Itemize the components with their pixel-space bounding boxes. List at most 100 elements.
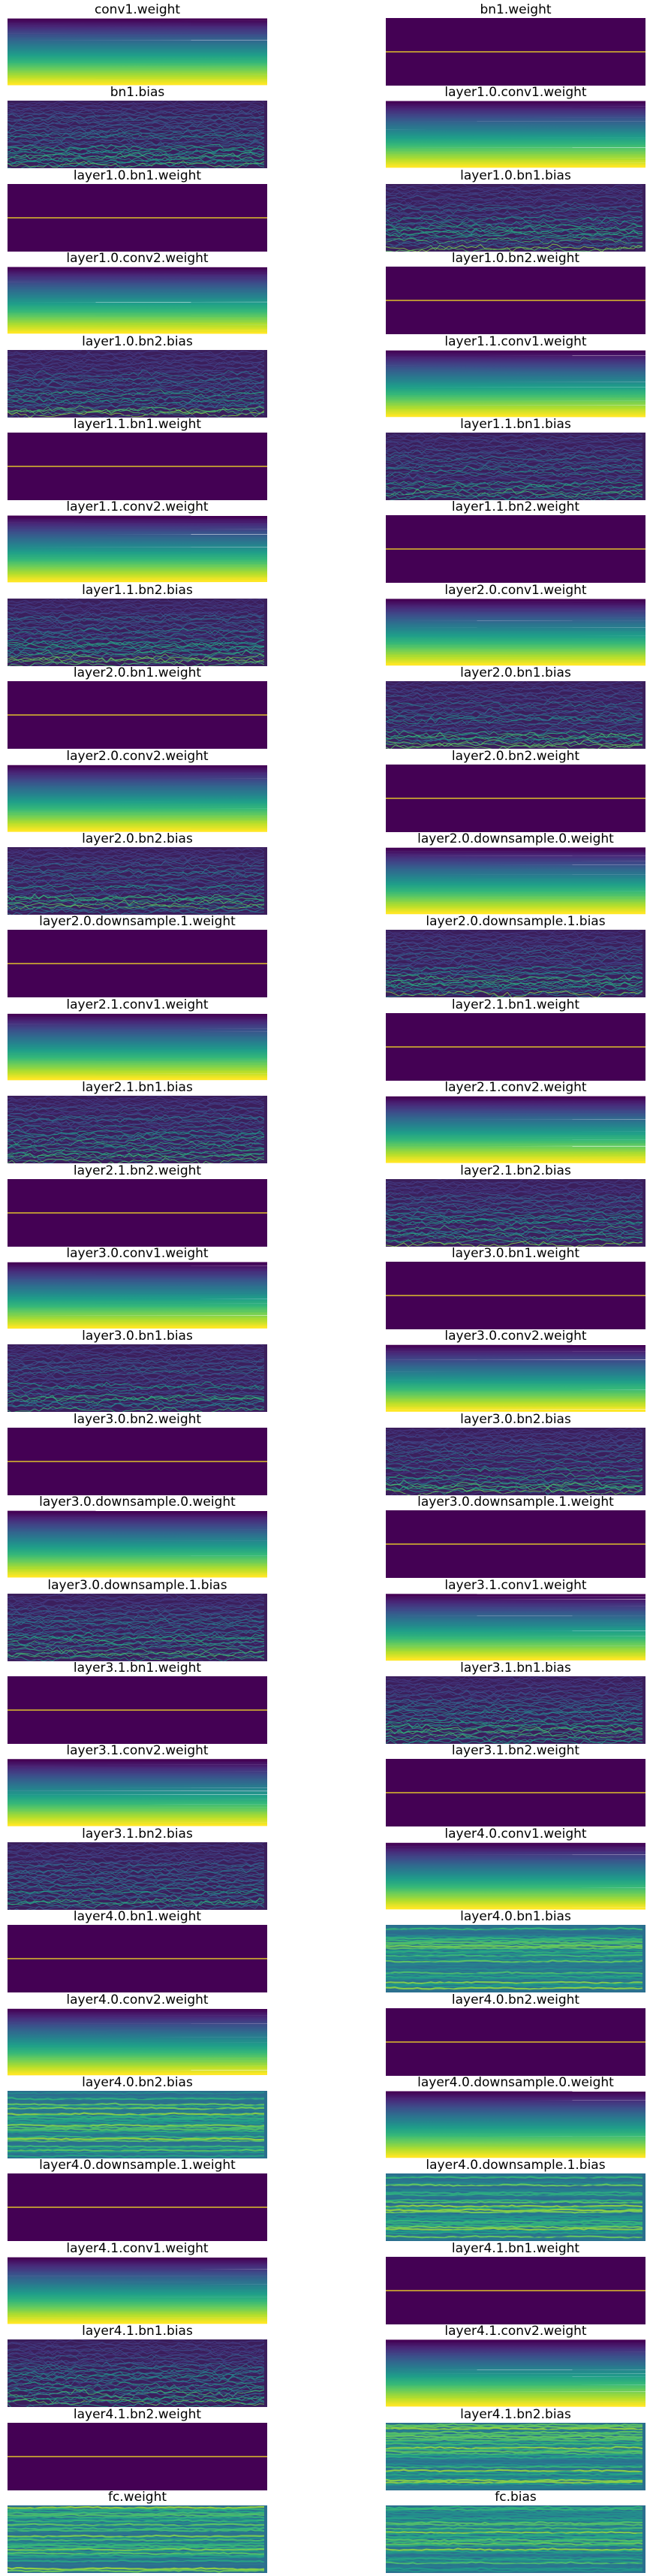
- series-line: [386, 717, 643, 728]
- series-line: [8, 1603, 265, 1611]
- subplot-plot: [8, 1676, 267, 1744]
- series-line: [8, 2146, 265, 2151]
- subplot-title: layer2.1.bn2.bias: [460, 1163, 571, 1178]
- series-line: [386, 443, 643, 451]
- series-line: [8, 1142, 265, 1151]
- subplot-plot: [8, 183, 267, 252]
- series-line: [386, 707, 643, 716]
- series-line: [8, 2149, 265, 2152]
- subplot-plot: [8, 1178, 267, 1247]
- series-line: [386, 2454, 643, 2457]
- subplot-plot: [386, 2505, 645, 2573]
- series-line: [386, 1947, 643, 1950]
- series-line: [8, 640, 265, 648]
- series-line: [390, 1488, 643, 1495]
- subplot-title: layer1.1.conv2.weight: [66, 499, 209, 515]
- series-line: [388, 493, 643, 500]
- series-line: [8, 1593, 263, 1600]
- subplot-title: layer1.1.conv1.weight: [444, 333, 587, 349]
- series-line: [386, 1450, 643, 1458]
- series-line: [8, 659, 265, 666]
- subplot-title: layer1.1.bn1.bias: [460, 417, 571, 432]
- series-line: [386, 463, 643, 473]
- series-line: [8, 107, 265, 116]
- series-line: [8, 649, 265, 659]
- subplot-title: fc.weight: [107, 2490, 167, 2505]
- series-line: [386, 240, 643, 250]
- series-line: [8, 1365, 265, 1375]
- series-line: [8, 1365, 265, 1375]
- series-line: [8, 598, 265, 606]
- subplot-panel: layer4.0.downsample.0.weight: [386, 2076, 645, 2158]
- subplot-title: layer2.0.bn1.weight: [73, 665, 202, 681]
- series-line: [386, 1220, 643, 1229]
- series-line: [386, 2195, 643, 2199]
- series-line: [386, 213, 643, 222]
- series-line: [8, 1096, 265, 1106]
- series-line: [8, 847, 265, 855]
- series-line: [8, 1644, 265, 1653]
- series-line: [386, 699, 643, 707]
- series-line: [8, 349, 265, 357]
- series-line: [8, 2345, 265, 2353]
- series-line: [386, 953, 643, 962]
- series-line: [386, 720, 643, 730]
- subplot-panel: layer4.1.bn1.weight: [386, 2242, 645, 2324]
- series-line: [8, 599, 265, 608]
- series-line: [8, 388, 265, 398]
- series-line: [386, 188, 643, 198]
- subplot-plot: [8, 267, 267, 334]
- series-line: [386, 225, 643, 234]
- subplot-plot: [8, 765, 267, 832]
- series-line: [8, 899, 265, 909]
- series-line: [386, 2436, 643, 2441]
- series-line: [8, 855, 265, 864]
- subplot-plot: [386, 2173, 645, 2242]
- series-line: [8, 1851, 265, 1860]
- series-line: [386, 192, 643, 200]
- series-line: [386, 1178, 643, 1186]
- series-line: [8, 1898, 265, 1909]
- series-line: [8, 867, 265, 876]
- subplot-plot: [386, 2256, 645, 2324]
- series-line: [8, 1900, 265, 1910]
- subplot-panel: layer3.1.bn2.bias: [8, 1827, 267, 1910]
- series-line: [386, 1963, 643, 1968]
- series-line: [8, 2513, 265, 2517]
- subplot-panel: conv1.weight: [8, 3, 267, 86]
- series-line: [386, 1458, 643, 1468]
- series-line: [386, 1200, 643, 1210]
- series-line: [8, 397, 265, 406]
- series-line: [386, 436, 643, 444]
- subplot-plot: [8, 1013, 267, 1081]
- series-line: [8, 391, 265, 400]
- subplot-panel: layer2.0.bn2.bias: [8, 832, 267, 915]
- series-line: [386, 2223, 643, 2228]
- series-line: [386, 1723, 643, 1732]
- series-line: [8, 2110, 265, 2114]
- series-line: [8, 2540, 265, 2544]
- series-line: [386, 2216, 643, 2221]
- subplot-panel: layer3.0.bn2.bias: [386, 1413, 645, 1495]
- series-line: [386, 488, 643, 498]
- series-line: [8, 367, 265, 377]
- subplot-title: layer3.0.downsample.0.weight: [39, 1495, 236, 1510]
- subplot-title: layer4.0.downsample.1.bias: [426, 2158, 606, 2173]
- series-line: [8, 1096, 265, 1105]
- subplot-panel: layer3.0.downsample.0.weight: [8, 1495, 267, 1578]
- series-line: [386, 1736, 643, 1744]
- series-line: [386, 1427, 643, 1435]
- series-line: [386, 2519, 643, 2523]
- series-line: [8, 1152, 265, 1160]
- series-line: [8, 387, 265, 396]
- series-line: [8, 1842, 265, 1850]
- series-line: [386, 449, 643, 457]
- series-line: [8, 1157, 265, 1164]
- series-line: [386, 2187, 643, 2191]
- series-line: [386, 2445, 643, 2450]
- series-line: [8, 1890, 265, 1898]
- subplot-panel: layer4.1.conv1.weight: [8, 2242, 267, 2324]
- subplot-panel: layer1.0.bn1.weight: [8, 169, 267, 252]
- series-line: [386, 2475, 643, 2478]
- series-line: [8, 366, 265, 374]
